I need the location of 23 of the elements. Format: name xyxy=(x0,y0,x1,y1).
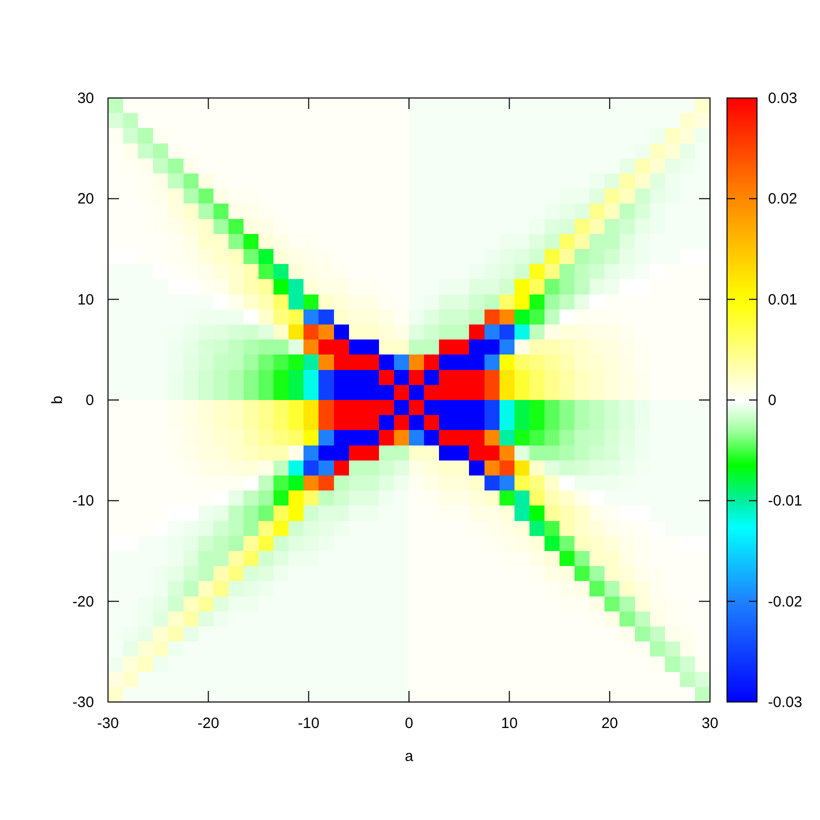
x-tick-label: 30 xyxy=(702,715,718,732)
y-tick-label: 20 xyxy=(77,190,94,208)
color-bar-label: -0.02 xyxy=(768,593,802,610)
y-tick-label: 10 xyxy=(77,291,94,308)
y-tick-label: -30 xyxy=(72,694,94,711)
y-tick-label: -20 xyxy=(72,593,94,610)
y-tick-label: -10 xyxy=(72,492,94,510)
y-tick-label: 0 xyxy=(86,392,94,409)
x-tick-label: 0 xyxy=(404,715,414,732)
x-tick-label: -10 xyxy=(298,715,320,732)
color-bar-label: 0.01 xyxy=(768,291,798,308)
color-bar-label: 0 xyxy=(768,392,776,409)
y-axis-title: b xyxy=(49,396,66,404)
y-tick-label: 30 xyxy=(77,90,94,107)
x-tick-label: -20 xyxy=(197,715,220,732)
x-tick-label: -30 xyxy=(97,715,119,732)
color-bar-label: 0.03 xyxy=(768,90,798,107)
x-tick-label: 20 xyxy=(601,715,618,732)
color-bar-label: -0.01 xyxy=(768,492,802,510)
color-bar-label: 0.02 xyxy=(768,190,798,208)
x-tick-label: 10 xyxy=(500,715,518,732)
x-axis-title: a xyxy=(404,748,414,765)
color-bar-label: -0.03 xyxy=(768,694,802,711)
